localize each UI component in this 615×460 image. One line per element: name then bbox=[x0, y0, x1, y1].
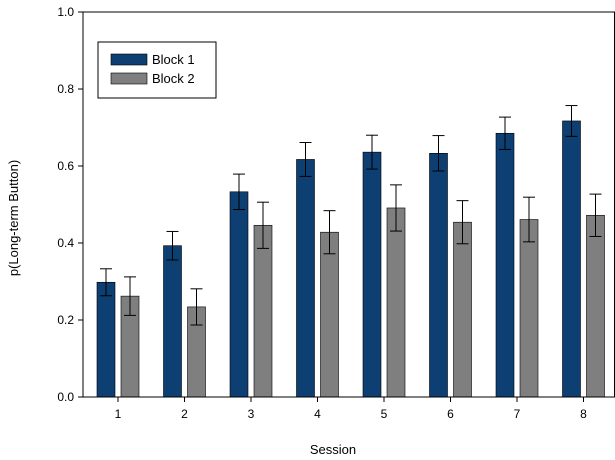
x-tick-label: 5 bbox=[381, 407, 388, 421]
bar-block-1-session-1 bbox=[96, 281, 116, 398]
bar-block-2-session-6 bbox=[453, 221, 472, 398]
bar-block-2-session-8 bbox=[586, 214, 605, 398]
y-axis-title: p(Long-term Button) bbox=[6, 160, 21, 276]
x-tick-label: 2 bbox=[181, 407, 188, 421]
y-tick-label: 0.2 bbox=[57, 313, 74, 327]
x-axis-title: Session bbox=[310, 442, 356, 457]
y-tick-label: 0.4 bbox=[57, 236, 74, 250]
x-tick-label: 1 bbox=[115, 407, 122, 421]
bar-block-1-session-2 bbox=[163, 245, 182, 398]
legend-swatch-block-2 bbox=[110, 72, 148, 85]
x-tick-label: 3 bbox=[248, 407, 255, 421]
legend-label-block-2: Block 2 bbox=[152, 71, 195, 86]
legend-box bbox=[97, 41, 217, 99]
x-tick-label: 7 bbox=[514, 407, 521, 421]
legend-swatch-block-1 bbox=[110, 53, 148, 66]
y-tick-label: 1.0 bbox=[57, 5, 74, 19]
legend: Block 1 Block 2 bbox=[97, 41, 217, 99]
bar-block-1-session-5 bbox=[362, 151, 382, 398]
bar-block-2-session-4 bbox=[320, 231, 339, 398]
x-tick-label: 6 bbox=[447, 407, 454, 421]
x-tick-label: 8 bbox=[580, 407, 587, 421]
bar-block-1-session-7 bbox=[495, 132, 515, 398]
bar-block-2-session-7 bbox=[519, 219, 539, 398]
bar-block-1-session-4 bbox=[296, 159, 315, 398]
bar-block-1-session-6 bbox=[429, 152, 448, 398]
plot-area: 0.0 0.2 0.4 0.6 0.8 1.0 1 2 3 4 5 6 7 8 bbox=[57, 5, 615, 421]
x-tick-label: 4 bbox=[314, 407, 321, 421]
legend-label-block-1: Block 1 bbox=[152, 52, 195, 67]
y-tick-label: 0.0 bbox=[57, 390, 74, 404]
bar-block-2-session-3 bbox=[253, 224, 273, 398]
y-tick-label: 0.8 bbox=[57, 82, 74, 96]
bar-block-2-session-5 bbox=[386, 207, 406, 398]
bar-block-1-session-8 bbox=[562, 120, 581, 398]
bar-block-1-session-3 bbox=[229, 191, 249, 398]
y-tick-label: 0.6 bbox=[57, 159, 74, 173]
